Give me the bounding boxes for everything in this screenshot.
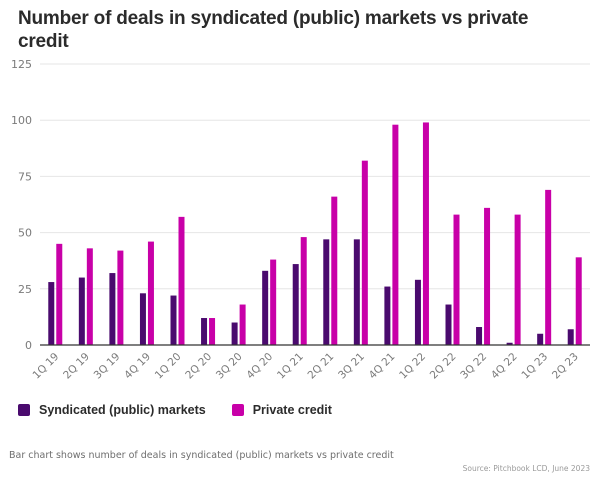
bar-private-credit[interactable]: [545, 189, 552, 345]
x-tick-label: 2Q 21: [306, 351, 337, 382]
bar-private-credit[interactable]: [453, 214, 460, 345]
bar-syndicated[interactable]: [567, 329, 574, 345]
bar-private-credit[interactable]: [300, 237, 307, 345]
y-tick-label: 100: [11, 114, 32, 127]
x-tick-label: 1Q 22: [397, 351, 428, 382]
y-tick-label: 75: [18, 170, 32, 183]
legend-label-private-credit: Private credit: [252, 403, 332, 417]
bar-private-credit[interactable]: [392, 124, 399, 345]
bar-syndicated[interactable]: [48, 282, 55, 345]
x-axis: 1Q 19 2Q 19 3Q 19 4Q 19 1Q 20 2Q 20 3Q 20 4Q 20…: [31, 344, 590, 382]
bar-private-credit[interactable]: [514, 214, 521, 345]
bar-syndicated[interactable]: [139, 293, 146, 345]
bar-private-credit[interactable]: [331, 196, 338, 345]
bar-private-credit[interactable]: [117, 250, 124, 345]
x-tick-label: 4Q 20: [244, 351, 275, 382]
bar-private-credit[interactable]: [86, 248, 93, 345]
bar-syndicated[interactable]: [414, 279, 421, 345]
chart-title: Number of deals in syndicated (public) m…: [18, 8, 529, 52]
bar-private-credit[interactable]: [361, 160, 368, 345]
bar-syndicated[interactable]: [445, 304, 452, 345]
bars: [48, 122, 582, 345]
bar-private-credit[interactable]: [575, 257, 582, 345]
legend-label-syndicated: Syndicated (public) markets: [39, 403, 206, 417]
bar-syndicated[interactable]: [476, 327, 483, 345]
bar-syndicated[interactable]: [231, 322, 238, 345]
bar-syndicated[interactable]: [109, 273, 116, 345]
x-tick-label: 4Q 21: [367, 351, 398, 382]
x-tick-label: 4Q 22: [489, 351, 520, 382]
legend: Syndicated (public) markets Private cred…: [18, 403, 358, 417]
x-tick-label: 1Q 19: [31, 351, 62, 382]
x-tick-label: 1Q 23: [519, 351, 550, 382]
bar-syndicated[interactable]: [262, 270, 269, 345]
gridlines: [40, 63, 590, 290]
x-tick-label: 1Q 21: [275, 351, 306, 382]
x-tick-label: 2Q 22: [428, 351, 459, 382]
bar-private-credit[interactable]: [56, 243, 63, 345]
chart-caption: Bar chart shows number of deals in syndi…: [9, 450, 394, 461]
bar-syndicated[interactable]: [384, 286, 391, 345]
x-tick-label: 3Q 22: [458, 351, 489, 382]
bar-syndicated[interactable]: [537, 333, 544, 345]
y-tick-label: 125: [11, 58, 32, 71]
bar-syndicated[interactable]: [292, 264, 299, 345]
bar-private-credit[interactable]: [422, 122, 429, 345]
legend-swatch-private-credit: [231, 404, 244, 416]
bar-private-credit[interactable]: [147, 241, 154, 345]
y-axis: 0 25 50 75 100 125: [11, 58, 32, 352]
x-tick-label: 2Q 19: [61, 351, 92, 382]
bar-private-credit[interactable]: [484, 207, 491, 345]
x-tick-label: 1Q 20: [153, 351, 184, 382]
bar-private-credit[interactable]: [178, 216, 185, 345]
bar-syndicated[interactable]: [323, 239, 330, 345]
bar-private-credit[interactable]: [270, 259, 277, 345]
source-note: Source: Pitchbook LCD, June 2023: [462, 464, 590, 473]
bar-syndicated[interactable]: [353, 239, 360, 345]
bar-private-credit[interactable]: [209, 318, 216, 345]
x-tick-label: 4Q 19: [122, 351, 153, 382]
y-tick-label: 0: [25, 339, 32, 352]
bar-syndicated[interactable]: [170, 295, 177, 345]
legend-swatch-syndicated: [18, 404, 30, 416]
x-tick-label: 2Q 23: [550, 351, 581, 382]
legend-item-private-credit[interactable]: Private credit: [231, 403, 332, 417]
bar-private-credit[interactable]: [239, 304, 246, 345]
x-tick-label: 3Q 20: [214, 351, 245, 382]
legend-item-syndicated[interactable]: Syndicated (public) markets: [18, 403, 206, 417]
y-tick-label: 50: [18, 227, 32, 240]
x-tick-label: 3Q 21: [336, 351, 367, 382]
x-tick-label: 2Q 20: [183, 351, 214, 382]
bar-syndicated[interactable]: [78, 277, 85, 345]
bar-syndicated[interactable]: [201, 318, 208, 345]
y-tick-label: 25: [18, 283, 32, 296]
x-tick-label: 3Q 19: [92, 351, 123, 382]
bar-syndicated[interactable]: [506, 342, 513, 345]
